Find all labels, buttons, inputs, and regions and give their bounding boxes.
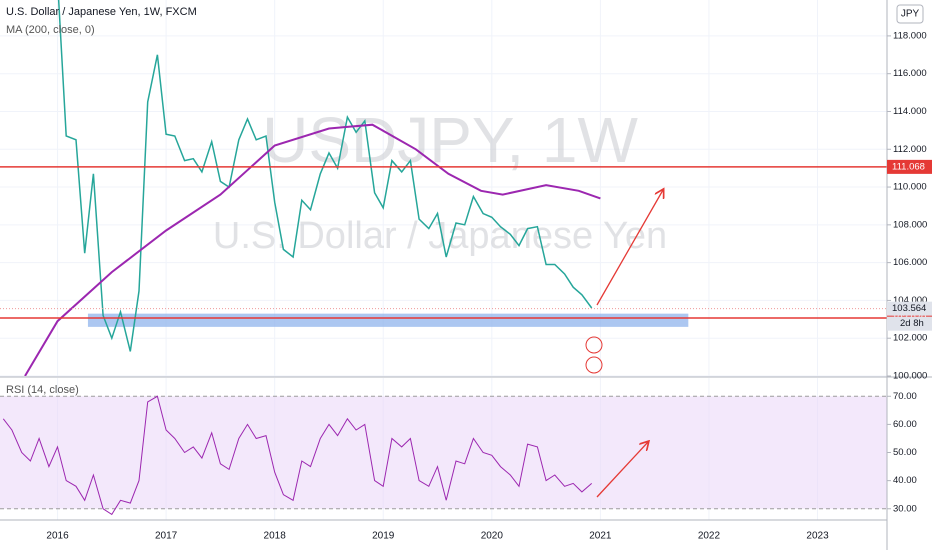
y-tick-label: 60.00 [893,419,917,430]
y-tick-label: 50.00 [893,447,917,458]
subtitle: MA (200, close, 0) [6,24,95,36]
y-tick-label: 108.000 [893,219,927,230]
y-tick-label: 102.000 [893,333,927,344]
x-tick-label: 2016 [46,531,69,542]
arrow [596,190,663,306]
plot [0,0,887,516]
y-tick-label: 104.000 [893,295,927,306]
x-tick-label: 2020 [481,531,504,542]
y-tick-label: 118.000 [893,30,927,41]
rsi-title: RSI (14, close) [6,384,79,396]
watermark-sub: U.S. Dollar / Japanese Yen [213,215,667,257]
rsi-band [0,396,887,509]
axis: 100.000 102.000 104.000 106.000 108.000 110.0… [46,30,932,542]
arrow [596,442,648,498]
x-tick-label: 2017 [155,531,178,542]
line [2,395,593,516]
event-icon [585,336,603,354]
x-tick-label: 2019 [372,531,395,542]
y-tick-label: 70.00 [893,391,917,402]
x-tick-label: 2023 [806,531,829,542]
y-tick-label: 106.000 [893,257,927,268]
zone [87,313,689,327]
event-icon [585,356,603,374]
watermark: USDJPY, 1W [262,104,638,176]
currency[interactable]: JPY [901,9,920,20]
y-tick-label: 30.00 [893,503,917,514]
y-tick-label: 110.000 [893,182,927,193]
last-price: 103.564 [892,303,926,314]
title: U.S. Dollar / Japanese Yen, 1W, FXCM [6,6,197,18]
level-label-box [887,159,932,174]
y-tick-label: 116.000 [893,68,927,79]
countdown: 2d 8h [900,318,924,329]
y-tick-label: 114.000 [893,106,927,117]
y-tick-label: 112.000 [893,144,927,155]
level-label: 111.068 [892,161,925,172]
x-tick-label: 2022 [698,531,721,542]
y-tick-label: 100.000 [893,371,927,382]
line [24,123,601,376]
y-tick-label: 40.00 [893,475,917,486]
x-tick-label: 2021 [589,531,612,542]
currency-box[interactable] [896,4,924,24]
line [57,0,593,352]
x-tick-label: 2018 [264,531,287,542]
countdown-box [887,316,932,331]
last-price-box [887,301,932,316]
